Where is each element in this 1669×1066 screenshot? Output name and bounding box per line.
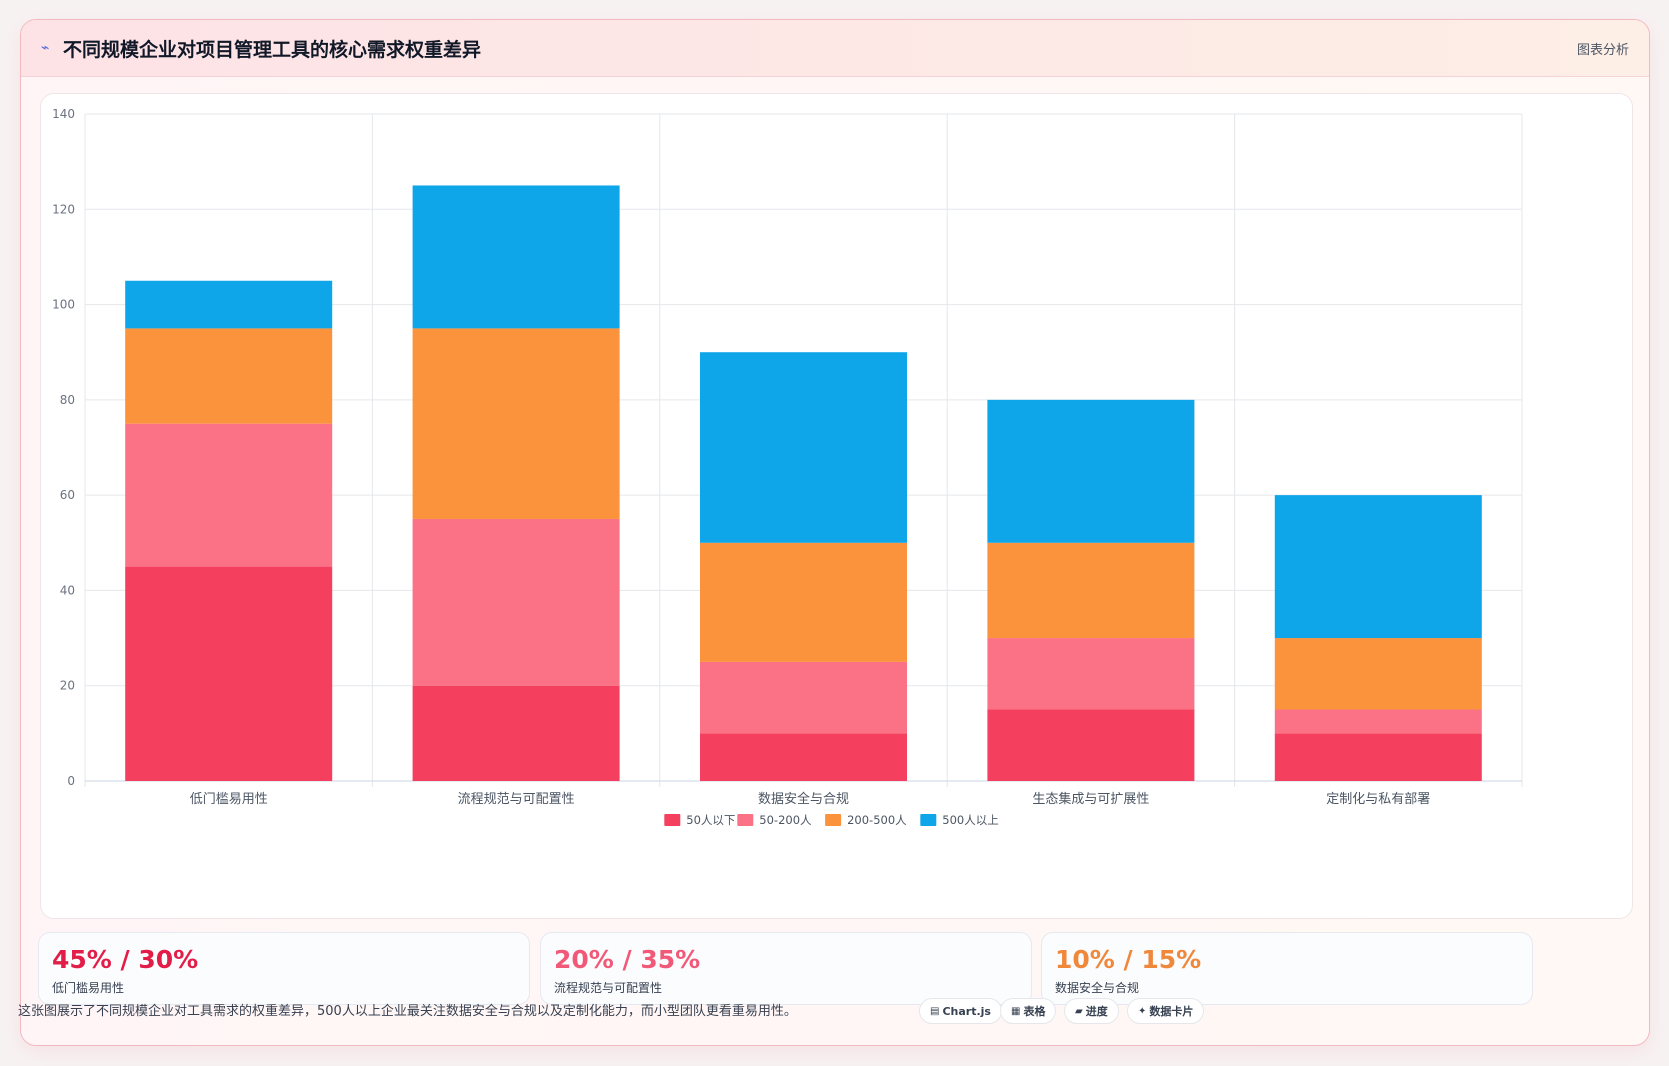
bar-segment [1274, 733, 1482, 781]
legend-label: 50-200人 [759, 813, 812, 827]
stat-value: 45% / 30% [52, 945, 199, 974]
y-tick-label: 20 [60, 679, 75, 693]
y-tick-label: 40 [60, 583, 75, 597]
stat-label: 数据安全与合规 [1055, 981, 1140, 995]
legend-swatch [737, 814, 754, 826]
sparkle-icon: ✦ [1138, 1005, 1147, 1017]
bar-segment [700, 542, 907, 662]
stat-card-2: 20% / 35% 流程规范与可配置性 [540, 932, 1032, 1005]
x-tick-label: 生态集成与可扩展性 [1032, 791, 1149, 807]
bar-segment [987, 638, 1195, 710]
progress-icon: ▰ [1075, 1005, 1083, 1017]
bar-segment [987, 542, 1195, 639]
bar-segment [412, 328, 620, 519]
chip-table[interactable]: ▦ 表格 [1000, 998, 1057, 1024]
y-tick-label: 100 [52, 298, 75, 312]
x-tick-label: 低门槛易用性 [190, 792, 268, 807]
stat-card-1: 45% / 30% 低门槛易用性 [38, 932, 530, 1005]
chart-line-icon: ⌁ [41, 40, 50, 56]
bar-segment [987, 399, 1195, 543]
x-tick-label: 定制化与私有部署 [1326, 792, 1430, 807]
bar-segment [125, 423, 333, 567]
y-tick-label: 80 [60, 393, 75, 407]
chart-description: 这张图展示了不同规模企业对工具需求的权重差异，500人以上企业最关注数据安全与合… [18, 1004, 797, 1019]
chip-progress[interactable]: ▰ 进度 [1064, 998, 1119, 1024]
bar-segment [700, 352, 907, 543]
bar-segment [700, 661, 907, 734]
bar-segment [1274, 709, 1482, 734]
y-tick-label: 60 [60, 488, 75, 502]
chip-label: 数据卡片 [1149, 1005, 1194, 1018]
legend-swatch [920, 814, 937, 826]
chart-icon: ▤ [930, 1005, 940, 1017]
stat-value: 10% / 15% [1055, 945, 1202, 974]
chip-data-card[interactable]: ✦ 数据卡片 [1127, 998, 1205, 1024]
legend-swatch [664, 814, 681, 826]
x-tick-label: 流程规范与可配置性 [458, 792, 575, 807]
chip-chartjs[interactable]: ▤ Chart.js [919, 998, 1002, 1024]
stat-label: 流程规范与可配置性 [554, 981, 663, 995]
page-title: 不同规模企业对项目管理工具的核心需求权重差异 [63, 39, 482, 61]
y-tick-label: 0 [67, 774, 75, 788]
legend-label: 500人以上 [942, 813, 998, 827]
chip-label: 表格 [1023, 1005, 1046, 1018]
chip-label: 进度 [1085, 1005, 1108, 1018]
bar-segment [987, 709, 1195, 781]
legend-label: 200-500人 [847, 813, 907, 827]
y-tick-label: 140 [52, 107, 75, 121]
stat-label: 低门槛易用性 [52, 981, 125, 995]
chart-panel: 0 20 40 60 80 100 120 140 低门槛易用性 流程规范与可配置性 数据安全与合规… [40, 93, 1633, 919]
legend-swatch [825, 814, 842, 826]
stacked-bar-chart: 0 20 40 60 80 100 120 140 低门槛易用性 流程规范与可配置性 数据安全与合规… [52, 107, 1523, 827]
x-tick-label: 数据安全与合规 [758, 791, 849, 807]
bar-segment [125, 280, 333, 329]
bar-segment [125, 566, 333, 781]
bar-segment [700, 733, 907, 781]
chip-label: Chart.js [942, 1004, 991, 1018]
bar-segment [1274, 495, 1482, 639]
stat-value: 20% / 35% [554, 945, 701, 974]
table-icon: ▦ [1011, 1005, 1021, 1017]
header-tag: 图表分析 [1576, 43, 1629, 58]
bar-segment [1274, 638, 1482, 710]
bar-segment [412, 518, 620, 686]
legend-label: 50人以下 [686, 813, 735, 827]
bar-segment [125, 328, 333, 424]
y-tick-label: 120 [52, 202, 75, 216]
bar-segment [412, 685, 620, 781]
stat-card-3: 10% / 15% 数据安全与合规 [1041, 932, 1533, 1005]
chart-card: ⌁ 不同规模企业对项目管理工具的核心需求权重差异 图表分析 0 20 40 60 80 1… [20, 19, 1650, 1046]
bar-segment [412, 185, 620, 329]
card-header: ⌁ 不同规模企业对项目管理工具的核心需求权重差异 图表分析 [21, 20, 1649, 77]
